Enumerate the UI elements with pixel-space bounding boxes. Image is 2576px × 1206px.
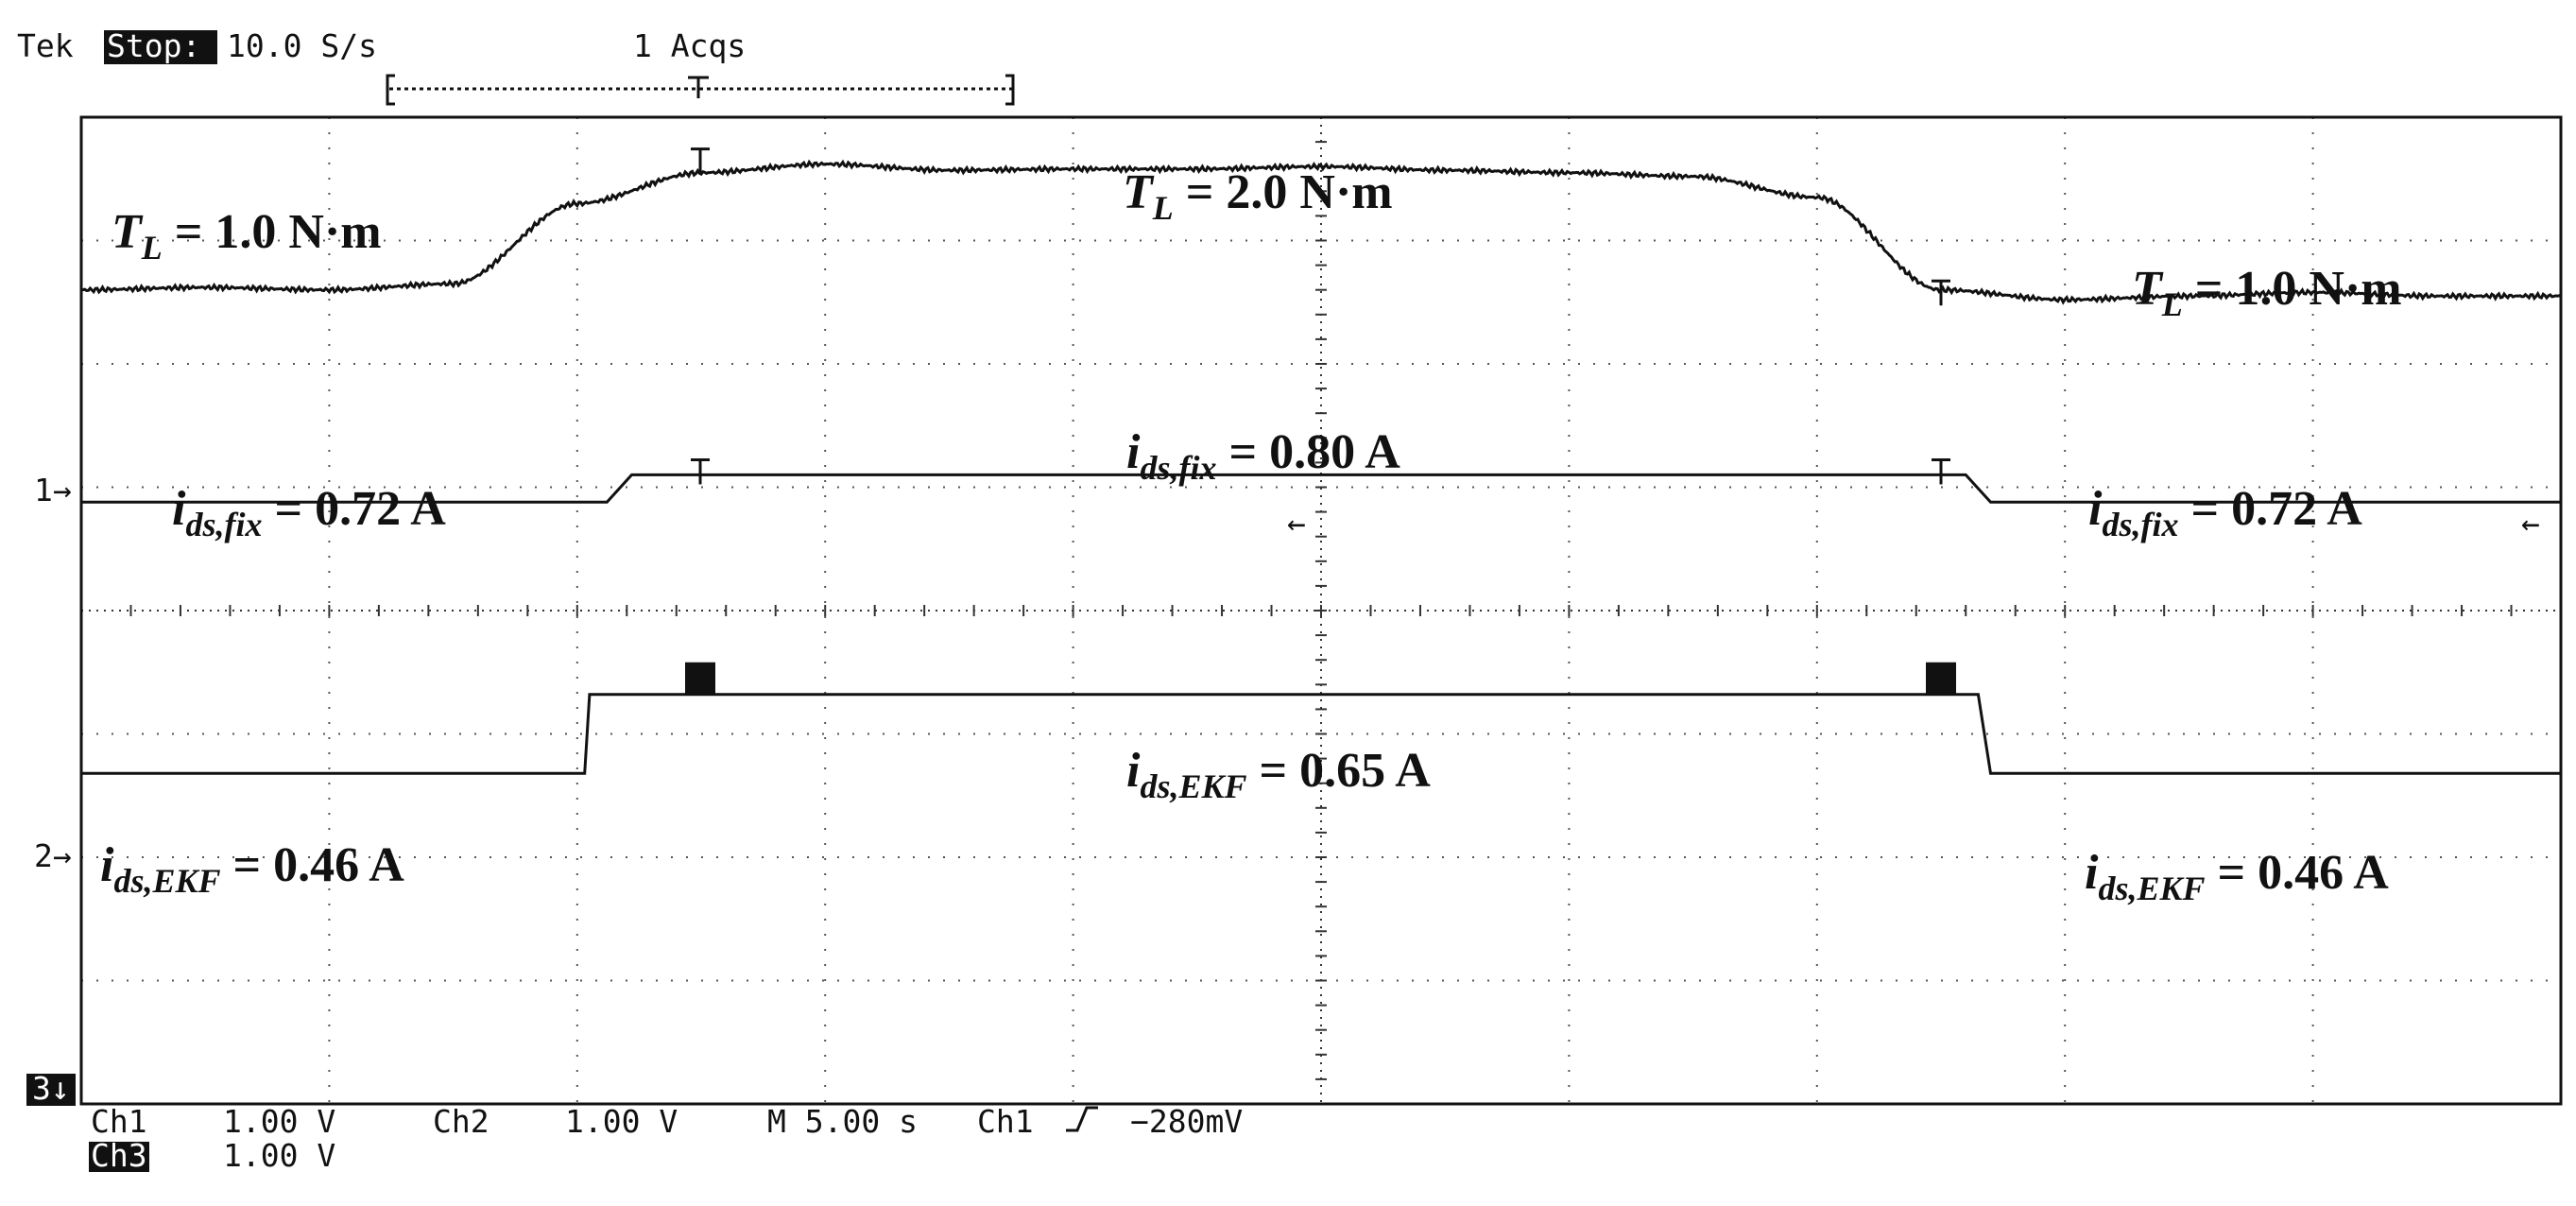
annotation-label: TL = 2.0 N·m — [1123, 165, 1393, 227]
record-window-bar — [386, 74, 1015, 106]
ch1-scale: 1.00 V — [223, 1103, 335, 1140]
annotation-label: ids,fix = 0.72 A — [2088, 482, 2362, 543]
annotations: TL = 1.0 N·m TL = 2.0 N·m TL = 1.0 N·m ids,… — [100, 165, 2402, 907]
ch3-marker-arrow: ↓ — [51, 1070, 70, 1107]
cursor-badge — [1926, 662, 1956, 695]
acquisition-count: 1 Acqs — [633, 27, 746, 64]
sample-rate: 10.0 S/s — [227, 27, 377, 64]
ch2-marker: 2 — [34, 837, 53, 874]
ch2-label: Ch2 — [433, 1103, 489, 1140]
ch2-marker-arrow: → — [53, 837, 72, 874]
ref-arrow-right: ← — [2521, 505, 2540, 542]
annotation-label: ids,EKF = 0.46 A — [2085, 846, 2389, 907]
annotation-label: ids,EKF = 0.46 A — [100, 838, 404, 900]
plot-frame — [79, 115, 2563, 1106]
graticule — [80, 116, 2562, 1105]
cursor-marker — [691, 457, 710, 485]
stop-badge — [104, 30, 217, 64]
cursor-marker — [691, 147, 710, 174]
trigger-source: Ch1 — [977, 1103, 1034, 1140]
ch3-label: Ch3 — [91, 1137, 147, 1174]
stop-label: Stop: — [107, 27, 200, 64]
traces — [80, 147, 2562, 775]
ch3-scale: 1.00 V — [223, 1137, 335, 1174]
torque-trace — [80, 159, 2562, 305]
annotation-label: TL = 1.0 N·m — [112, 205, 382, 267]
brand-label: Tek — [17, 27, 74, 64]
ref-arrow-mid: ← — [1287, 505, 1306, 542]
ch1-label: Ch1 — [91, 1103, 147, 1140]
cursor-marker — [1932, 457, 1950, 485]
ch1-marker: 1 — [34, 472, 53, 508]
trigger-slope-icon — [1066, 1106, 1098, 1132]
cursor-marker — [1932, 279, 1950, 306]
cursor-badge — [685, 662, 715, 695]
annotation-label: ids,fix = 0.80 A — [1126, 425, 1400, 487]
ch3-label-badge — [89, 1142, 149, 1172]
trigger-position-icon — [688, 76, 709, 98]
ch3-marker: 3 — [32, 1070, 51, 1107]
annotation-label: ids,fix = 0.72 A — [172, 482, 446, 543]
ch2-scale: 1.00 V — [565, 1103, 678, 1140]
annotation-label: ids,EKF = 0.65 A — [1126, 744, 1431, 805]
ch3-marker-badge — [26, 1074, 76, 1106]
ids-fix-trace — [81, 473, 2561, 504]
trigger-level: −280mV — [1130, 1103, 1243, 1140]
ids-ekf-trace — [81, 693, 2561, 775]
annotation-label: TL = 1.0 N·m — [2132, 262, 2402, 323]
ch1-marker-arrow: → — [53, 472, 72, 508]
timebase: M 5.00 s — [767, 1103, 918, 1140]
